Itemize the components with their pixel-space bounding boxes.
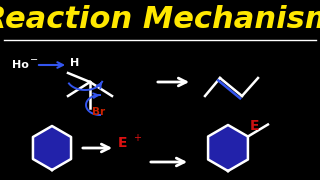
Text: Br: Br <box>92 107 105 117</box>
Polygon shape <box>33 126 71 170</box>
Text: E: E <box>250 119 260 133</box>
Polygon shape <box>208 125 248 171</box>
Text: E: E <box>118 136 127 150</box>
Text: H: H <box>70 58 79 68</box>
Text: −: − <box>30 55 38 65</box>
Text: +: + <box>133 133 141 143</box>
Text: Ho: Ho <box>12 60 29 70</box>
Text: Reaction Mechanism: Reaction Mechanism <box>0 6 320 35</box>
